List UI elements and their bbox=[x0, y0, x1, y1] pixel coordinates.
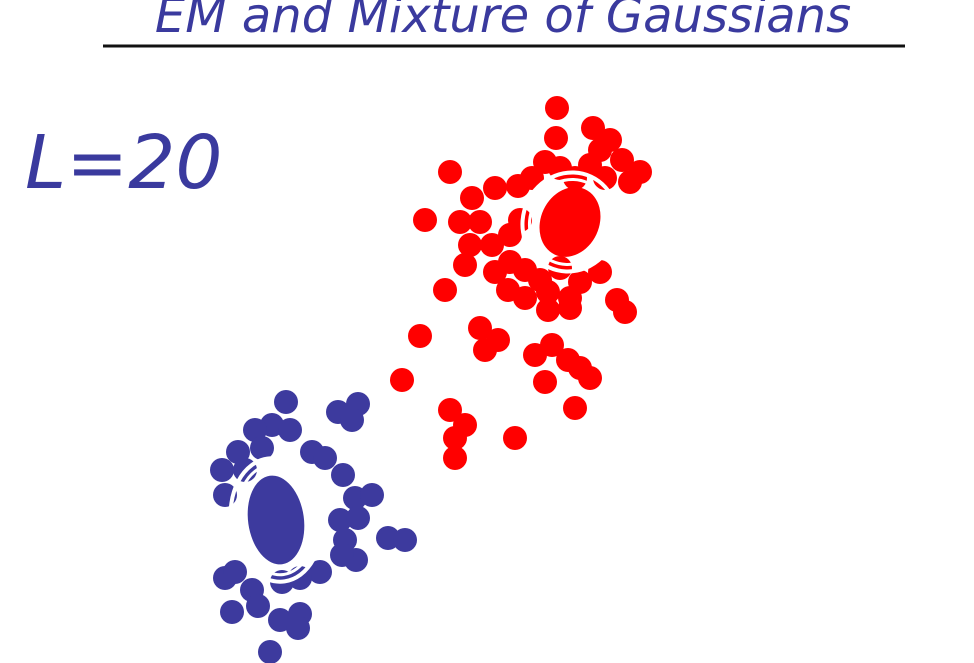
red-data-point bbox=[443, 446, 467, 470]
red-data-point bbox=[613, 300, 637, 324]
red-data-point bbox=[520, 166, 544, 190]
blue-gaussian-ellipse bbox=[228, 456, 324, 584]
red-data-point bbox=[438, 398, 462, 422]
blue-data-point bbox=[286, 616, 310, 640]
red-data-point bbox=[443, 426, 467, 450]
red-data-point bbox=[468, 316, 492, 340]
red-data-point bbox=[578, 366, 602, 390]
red-cluster bbox=[390, 96, 652, 470]
red-gaussian-ellipse bbox=[520, 170, 620, 274]
blue-data-point bbox=[308, 560, 332, 584]
gaussian-ellipses bbox=[228, 170, 620, 584]
blue-data-point bbox=[328, 508, 352, 532]
red-data-point bbox=[483, 176, 507, 200]
red-cluster-core bbox=[539, 187, 601, 257]
blue-data-point bbox=[278, 418, 302, 442]
blue-data-point bbox=[360, 483, 384, 507]
blue-data-point bbox=[223, 560, 247, 584]
blue-data-point bbox=[220, 600, 244, 624]
blue-data-point bbox=[250, 436, 274, 460]
blue-data-point bbox=[393, 528, 417, 552]
blue-cluster-core bbox=[247, 475, 305, 565]
annotation-l-value: L=20 bbox=[25, 120, 222, 206]
red-data-point bbox=[458, 233, 482, 257]
blue-data-point bbox=[330, 543, 354, 567]
red-data-point bbox=[544, 126, 568, 150]
red-data-point bbox=[508, 208, 532, 232]
red-data-point bbox=[610, 148, 634, 172]
red-data-point bbox=[533, 370, 557, 394]
blue-data-point bbox=[268, 608, 292, 632]
blue-data-point bbox=[274, 390, 298, 414]
blue-gaussian-ellipse bbox=[236, 463, 316, 577]
red-data-point bbox=[536, 298, 560, 322]
red-data-point bbox=[618, 170, 642, 194]
blue-data-point bbox=[331, 463, 355, 487]
board-title: EM and Mixture of Gaussians bbox=[155, 0, 851, 44]
red-data-point bbox=[588, 260, 612, 284]
blue-data-point bbox=[346, 506, 370, 530]
red-data-point bbox=[581, 116, 605, 140]
blue-data-point bbox=[246, 594, 270, 618]
red-data-point bbox=[473, 338, 497, 362]
red-data-point bbox=[536, 280, 560, 304]
red-data-point bbox=[433, 278, 457, 302]
red-data-point bbox=[545, 96, 569, 120]
blue-data-point bbox=[210, 458, 234, 482]
blue-data-point bbox=[340, 408, 364, 432]
blue-data-point bbox=[258, 640, 282, 663]
red-data-point bbox=[513, 286, 537, 310]
red-data-point bbox=[438, 160, 462, 184]
red-data-point bbox=[460, 186, 484, 210]
red-data-point bbox=[390, 368, 414, 392]
red-data-point bbox=[480, 233, 504, 257]
red-data-point bbox=[563, 396, 587, 420]
red-data-point bbox=[593, 166, 617, 190]
blue-data-point bbox=[313, 446, 337, 470]
red-data-point bbox=[503, 426, 527, 450]
red-data-point bbox=[448, 210, 472, 234]
red-data-point bbox=[540, 333, 564, 357]
blue-data-point bbox=[226, 440, 250, 464]
red-data-point bbox=[558, 296, 582, 320]
red-data-point bbox=[453, 253, 477, 277]
red-data-point bbox=[413, 208, 437, 232]
blue-data-point bbox=[243, 418, 267, 442]
red-data-point bbox=[468, 210, 492, 234]
red-gaussian-ellipse bbox=[527, 178, 613, 266]
red-data-point bbox=[408, 324, 432, 348]
